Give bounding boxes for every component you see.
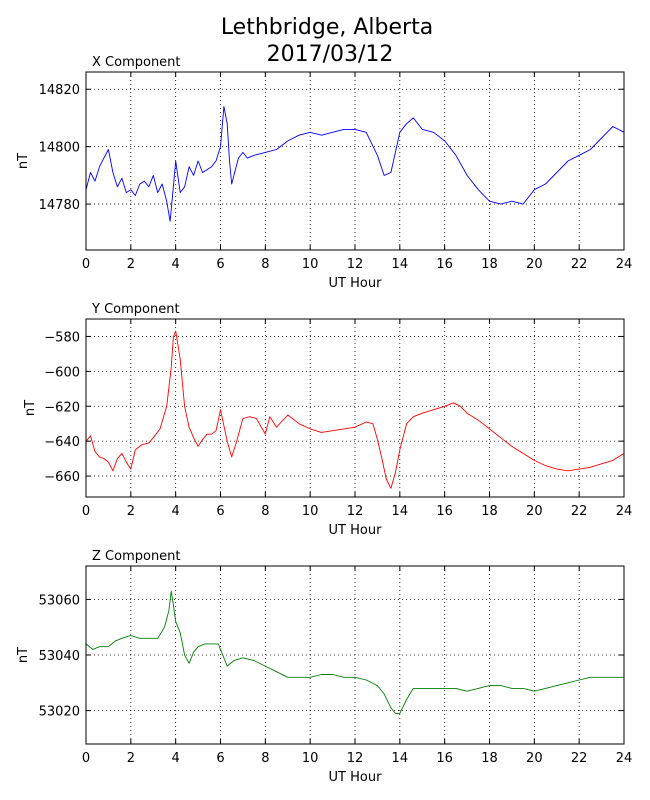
z-component-ytick-label-1: 53040 bbox=[39, 649, 80, 664]
x-component-xlabel: UT Hour bbox=[329, 276, 383, 291]
y-component-title: Y Component bbox=[91, 302, 180, 317]
z-component-xtick-label-9: 18 bbox=[481, 751, 498, 766]
z-component-xtick-label-10: 20 bbox=[526, 751, 543, 766]
y-component-xtick-label-9: 18 bbox=[481, 504, 498, 519]
z-component-xtick-label-12: 24 bbox=[616, 751, 633, 766]
x-component-ytick-label-2: 14820 bbox=[39, 83, 80, 98]
z-component-xtick-label-6: 12 bbox=[347, 751, 364, 766]
y-component-xtick-label-10: 20 bbox=[526, 504, 543, 519]
x-component-xtick-label-8: 16 bbox=[436, 257, 453, 272]
x-component-xtick-label-6: 12 bbox=[347, 257, 364, 272]
y-component-xtick-label-4: 8 bbox=[261, 504, 269, 519]
y-component-ytick-label-2: −620 bbox=[44, 400, 80, 415]
z-component-series-line bbox=[85, 590, 624, 714]
y-component-xtick-label-12: 24 bbox=[616, 504, 633, 519]
z-component-xtick-label-5: 10 bbox=[302, 751, 319, 766]
y-component-xtick-label-3: 6 bbox=[216, 504, 224, 519]
figure-title-line1: Lethbridge, Alberta bbox=[221, 15, 433, 40]
y-component-xtick-label-7: 14 bbox=[392, 504, 409, 519]
y-component-xtick-label-11: 22 bbox=[571, 504, 588, 519]
z-component-xtick-label-7: 14 bbox=[392, 751, 409, 766]
z-component-xtick-label-11: 22 bbox=[571, 751, 588, 766]
figure-title-line2: 2017/03/12 bbox=[267, 42, 394, 67]
x-component-xtick-label-3: 6 bbox=[216, 257, 224, 272]
y-component-series-line bbox=[85, 330, 625, 489]
z-component-xtick-label-8: 16 bbox=[436, 751, 453, 766]
z-component-ytick-label-2: 53060 bbox=[39, 593, 80, 608]
x-component-ylabel: nT bbox=[16, 153, 31, 169]
y-component-xtick-label-2: 4 bbox=[172, 504, 180, 519]
z-component-xlabel: UT Hour bbox=[329, 770, 383, 785]
y-component-xtick-label-8: 16 bbox=[436, 504, 453, 519]
y-component-ytick-label-0: −580 bbox=[44, 330, 80, 345]
z-component-ylabel: nT bbox=[16, 647, 31, 663]
y-component-ytick-label-3: −640 bbox=[44, 435, 80, 450]
x-component-xtick-label-4: 8 bbox=[261, 257, 269, 272]
y-component-xlabel: UT Hour bbox=[329, 523, 383, 538]
x-component-xtick-label-0: 0 bbox=[82, 257, 90, 272]
x-component-title: X Component bbox=[92, 55, 181, 70]
x-component-xtick-label-2: 4 bbox=[172, 257, 180, 272]
x-component-series-line bbox=[85, 106, 625, 222]
x-component-xtick-label-10: 20 bbox=[526, 257, 543, 272]
x-component-xtick-label-11: 22 bbox=[571, 257, 588, 272]
y-component-xtick-label-5: 10 bbox=[302, 504, 319, 519]
y-component-ytick-label-4: −660 bbox=[44, 470, 80, 485]
y-component-ytick-label-1: −600 bbox=[44, 365, 80, 380]
z-component-xtick-label-2: 4 bbox=[172, 751, 180, 766]
z-component-title: Z Component bbox=[92, 549, 181, 564]
x-component-xtick-label-5: 10 bbox=[302, 257, 319, 272]
y-component-xtick-label-6: 12 bbox=[347, 504, 364, 519]
z-component-xtick-label-4: 8 bbox=[261, 751, 269, 766]
x-component-xtick-label-7: 14 bbox=[392, 257, 409, 272]
y-component-xtick-label-1: 2 bbox=[127, 504, 135, 519]
x-component-ytick-label-0: 14780 bbox=[39, 198, 80, 213]
y-component-ylabel: nT bbox=[23, 400, 38, 416]
x-component-xtick-label-1: 2 bbox=[127, 257, 135, 272]
x-component-xtick-label-12: 24 bbox=[616, 257, 633, 272]
y-component-xtick-label-0: 0 bbox=[82, 504, 90, 519]
z-component-ytick-label-0: 53020 bbox=[39, 705, 80, 720]
x-component-ytick-label-1: 14800 bbox=[39, 141, 80, 156]
z-component-xtick-label-3: 6 bbox=[216, 751, 224, 766]
z-component-xtick-label-0: 0 bbox=[82, 751, 90, 766]
z-component-xtick-label-1: 2 bbox=[127, 751, 135, 766]
x-component-xtick-label-9: 18 bbox=[481, 257, 498, 272]
